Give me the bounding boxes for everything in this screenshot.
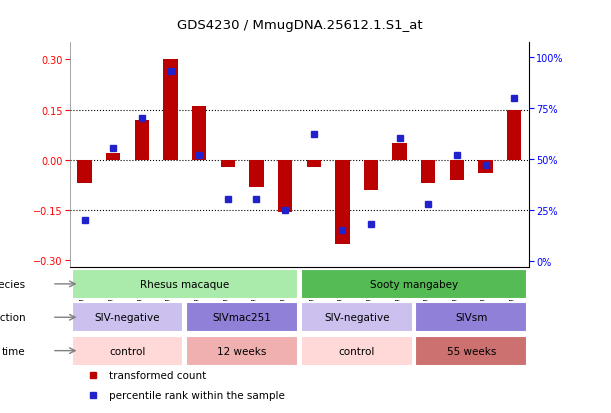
Bar bbox=[301, 302, 412, 332]
Text: infection: infection bbox=[0, 313, 25, 323]
Bar bbox=[415, 302, 527, 332]
Bar bbox=[163, 60, 178, 161]
Text: control: control bbox=[109, 346, 146, 356]
Text: control: control bbox=[338, 346, 375, 356]
Text: SIVsm: SIVsm bbox=[455, 313, 488, 323]
Text: SIV-negative: SIV-negative bbox=[324, 313, 389, 323]
Text: percentile rank within the sample: percentile rank within the sample bbox=[109, 390, 285, 400]
Bar bbox=[78, 161, 92, 184]
Text: time: time bbox=[2, 346, 25, 356]
Bar bbox=[192, 107, 207, 161]
Bar bbox=[106, 154, 120, 161]
Bar bbox=[71, 269, 298, 299]
Bar bbox=[301, 269, 527, 299]
Bar bbox=[364, 161, 378, 190]
Text: species: species bbox=[0, 279, 25, 289]
Bar bbox=[249, 161, 263, 187]
Bar bbox=[307, 161, 321, 167]
Bar bbox=[450, 161, 464, 180]
Text: Sooty mangabey: Sooty mangabey bbox=[370, 279, 458, 289]
Text: transformed count: transformed count bbox=[109, 370, 207, 380]
Bar bbox=[301, 336, 412, 366]
Text: Rhesus macaque: Rhesus macaque bbox=[140, 279, 230, 289]
Bar bbox=[71, 302, 183, 332]
Bar bbox=[186, 336, 298, 366]
Bar bbox=[415, 336, 527, 366]
Bar bbox=[421, 161, 436, 184]
Bar bbox=[186, 302, 298, 332]
Text: SIVmac251: SIVmac251 bbox=[213, 313, 271, 323]
Bar bbox=[221, 161, 235, 167]
Text: 12 weeks: 12 weeks bbox=[218, 346, 267, 356]
Bar bbox=[392, 144, 407, 161]
Bar bbox=[507, 110, 521, 161]
Bar bbox=[335, 161, 349, 244]
Text: 55 weeks: 55 weeks bbox=[447, 346, 496, 356]
Bar bbox=[478, 161, 492, 174]
Bar bbox=[278, 161, 292, 212]
Bar bbox=[134, 120, 149, 161]
Text: SIV-negative: SIV-negative bbox=[95, 313, 160, 323]
Bar bbox=[71, 336, 183, 366]
Text: GDS4230 / MmugDNA.25612.1.S1_at: GDS4230 / MmugDNA.25612.1.S1_at bbox=[177, 19, 422, 31]
